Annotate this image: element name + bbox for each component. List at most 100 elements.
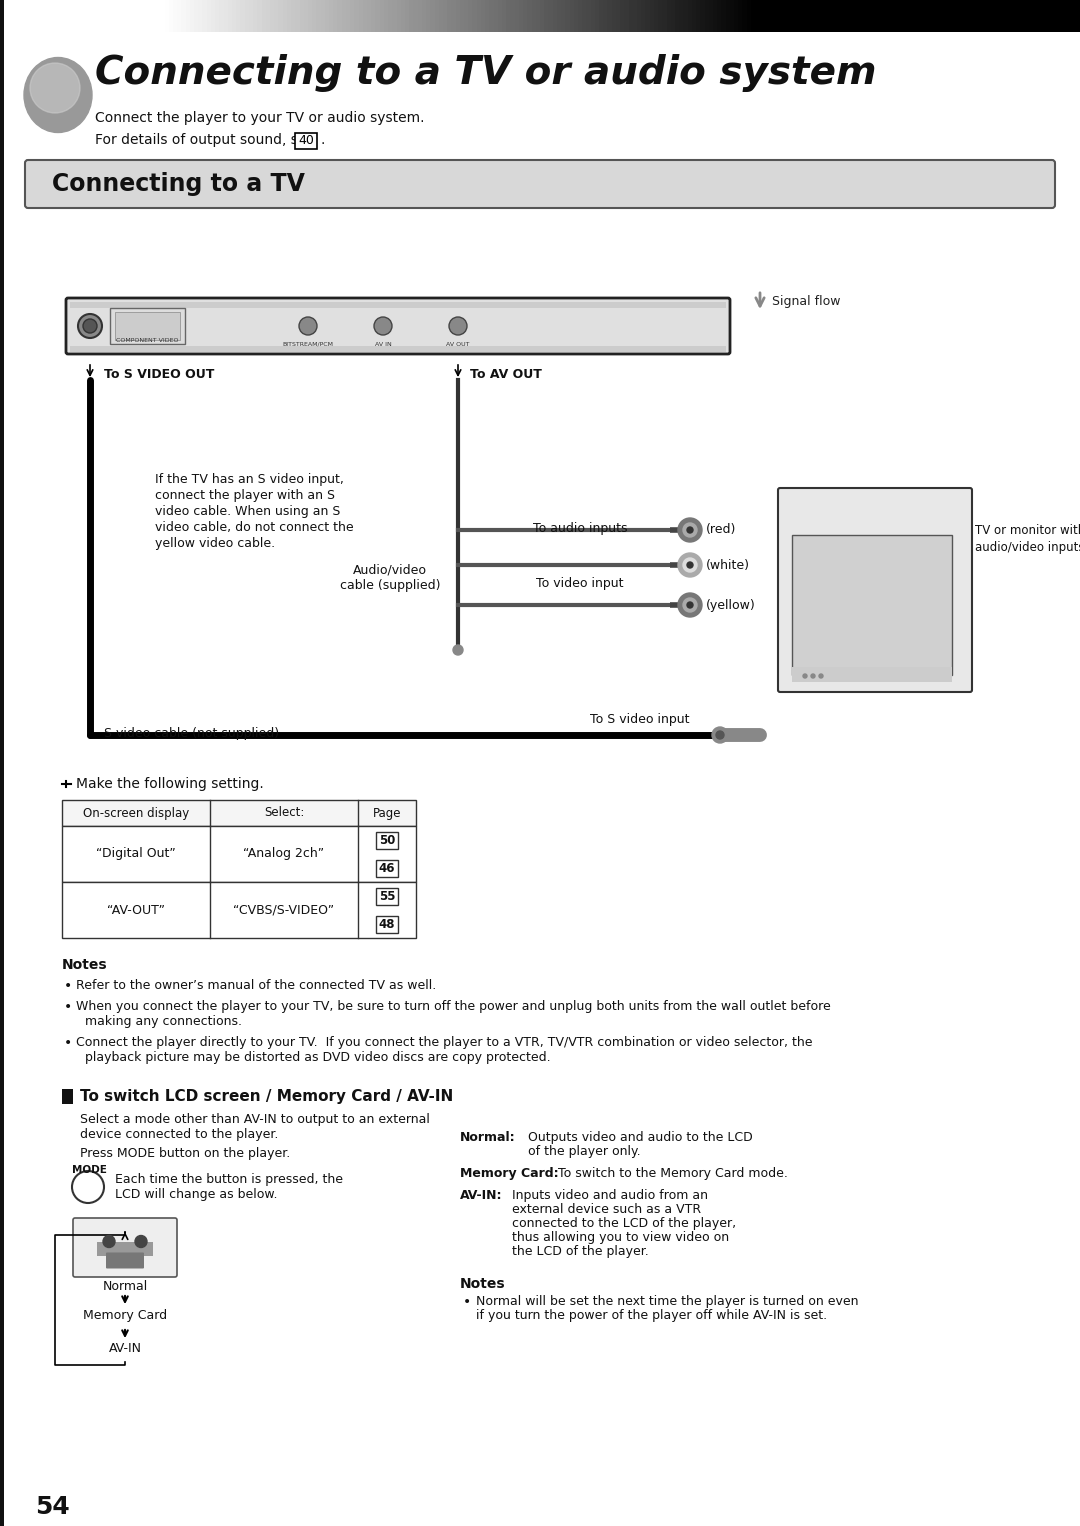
Text: To switch LCD screen / Memory Card / AV-IN: To switch LCD screen / Memory Card / AV-…	[80, 1088, 454, 1103]
Text: •: •	[64, 980, 72, 993]
Bar	[114, 311, 180, 340]
Text: •: •	[64, 1036, 72, 1050]
Text: AV OUT: AV OUT	[446, 342, 470, 346]
FancyBboxPatch shape	[25, 160, 1055, 208]
Text: the LCD of the player.: the LCD of the player.	[512, 1245, 649, 1257]
Text: 48: 48	[379, 917, 395, 931]
Text: LCD will change as below.: LCD will change as below.	[114, 1189, 278, 1201]
Text: “Analog 2ch”: “Analog 2ch”	[243, 847, 325, 861]
Text: S video cable (not supplied): S video cable (not supplied)	[104, 726, 279, 740]
Text: Refer to the owner’s manual of the connected TV as well.: Refer to the owner’s manual of the conne…	[76, 980, 436, 992]
Circle shape	[687, 526, 693, 533]
Bar	[62, 882, 416, 938]
Circle shape	[299, 317, 318, 336]
Circle shape	[811, 674, 815, 678]
Text: if you turn the power of the player off while AV-IN is set.: if you turn the power of the player off …	[476, 1309, 827, 1322]
Text: Notes: Notes	[62, 958, 108, 972]
Text: Connect the player to your TV or audio system.: Connect the player to your TV or audio s…	[95, 111, 424, 125]
Text: audio/video inputs: audio/video inputs	[975, 540, 1080, 554]
Text: For details of output sound, see: For details of output sound, see	[95, 133, 320, 146]
Text: Signal flow: Signal flow	[772, 295, 840, 308]
Text: To S VIDEO OUT: To S VIDEO OUT	[104, 368, 214, 380]
Text: When you connect the player to your TV, be sure to turn off the power and unplug: When you connect the player to your TV, …	[76, 1000, 831, 1013]
Bar	[376, 859, 399, 876]
Text: Notes: Notes	[460, 1277, 505, 1291]
Text: To AV OUT: To AV OUT	[470, 368, 542, 380]
Bar	[295, 133, 318, 150]
Text: external device such as a VTR: external device such as a VTR	[512, 1202, 701, 1216]
Bar	[62, 800, 416, 826]
Text: Outputs video and audio to the LCD: Outputs video and audio to the LCD	[528, 1131, 753, 1144]
Circle shape	[819, 674, 823, 678]
Circle shape	[78, 314, 102, 337]
Text: AV-IN:: AV-IN:	[460, 1189, 502, 1202]
Text: Normal will be set the next time the player is turned on even: Normal will be set the next time the pla…	[476, 1296, 859, 1308]
Circle shape	[716, 731, 724, 739]
Bar	[97, 1242, 153, 1256]
Text: “CVBS/S-VIDEO”: “CVBS/S-VIDEO”	[233, 903, 335, 917]
Text: of the player only.: of the player only.	[528, 1144, 640, 1158]
Text: 54: 54	[35, 1495, 70, 1518]
Text: Connect the player directly to your TV.  If you connect the player to a VTR, TV/: Connect the player directly to your TV. …	[76, 1036, 812, 1048]
FancyBboxPatch shape	[778, 488, 972, 691]
Text: Connecting to a TV: Connecting to a TV	[52, 172, 305, 195]
Text: •: •	[463, 1296, 471, 1309]
Text: “Digital Out”: “Digital Out”	[96, 847, 176, 861]
Circle shape	[83, 319, 97, 333]
Circle shape	[453, 645, 463, 655]
Text: BITSTREAM/PCM: BITSTREAM/PCM	[283, 342, 334, 346]
Text: Memory Card:: Memory Card:	[460, 1167, 558, 1180]
Text: Inputs video and audio from an: Inputs video and audio from an	[512, 1189, 708, 1202]
Bar	[70, 346, 726, 353]
Circle shape	[135, 1236, 147, 1247]
Text: (white): (white)	[706, 559, 750, 572]
Text: (yellow): (yellow)	[706, 598, 756, 612]
Bar	[376, 888, 399, 905]
FancyArrowPatch shape	[650, 327, 715, 351]
Circle shape	[678, 552, 702, 577]
Text: 46: 46	[379, 862, 395, 874]
Text: Normal: Normal	[103, 1280, 148, 1294]
Circle shape	[683, 523, 697, 537]
FancyBboxPatch shape	[66, 298, 730, 354]
Circle shape	[687, 562, 693, 568]
Text: Audio/video: Audio/video	[353, 563, 427, 577]
Circle shape	[712, 726, 728, 743]
Text: MODE: MODE	[72, 1164, 107, 1175]
Bar	[376, 916, 399, 932]
Text: To switch to the Memory Card mode.: To switch to the Memory Card mode.	[558, 1167, 788, 1180]
Bar	[376, 832, 399, 848]
Text: AV-IN: AV-IN	[108, 1343, 141, 1355]
Text: video cable, do not connect the: video cable, do not connect the	[156, 522, 353, 534]
Bar	[792, 536, 951, 674]
Circle shape	[374, 317, 392, 336]
Text: thus allowing you to view video on: thus allowing you to view video on	[512, 1231, 729, 1244]
Text: To video input: To video input	[537, 577, 624, 591]
Bar	[792, 667, 951, 682]
Bar	[0, 0, 4, 1526]
Text: AV IN: AV IN	[375, 342, 391, 346]
Bar	[110, 308, 185, 343]
FancyBboxPatch shape	[73, 1218, 177, 1277]
Text: TV or monitor with: TV or monitor with	[975, 523, 1080, 537]
Circle shape	[72, 1170, 104, 1202]
Text: .: .	[320, 133, 324, 146]
Text: Connecting to a TV or audio system: Connecting to a TV or audio system	[95, 53, 877, 92]
Text: 40: 40	[298, 134, 314, 148]
Text: Normal:: Normal:	[460, 1131, 515, 1144]
Text: Make the following setting.: Make the following setting.	[76, 777, 264, 790]
Text: •: •	[64, 1000, 72, 1013]
Bar	[62, 1090, 73, 1103]
Text: yellow video cable.: yellow video cable.	[156, 537, 275, 551]
Circle shape	[687, 601, 693, 607]
Circle shape	[804, 674, 807, 678]
Text: 50: 50	[379, 833, 395, 847]
Text: To audio inputs: To audio inputs	[532, 522, 627, 536]
Bar	[70, 302, 726, 308]
Text: Select a mode other than AV-IN to output to an external: Select a mode other than AV-IN to output…	[80, 1112, 430, 1126]
Ellipse shape	[24, 58, 92, 133]
Text: (red): (red)	[706, 523, 737, 537]
Circle shape	[103, 1236, 114, 1247]
Text: “AV-OUT”: “AV-OUT”	[107, 903, 165, 917]
Circle shape	[683, 559, 697, 572]
